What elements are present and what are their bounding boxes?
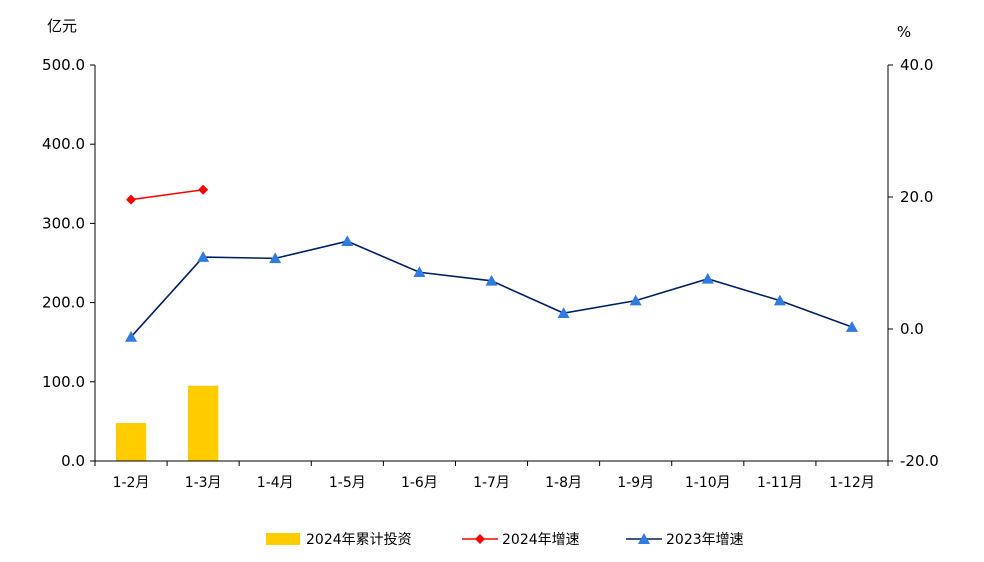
series-line [130, 188, 204, 201]
bar [115, 422, 147, 461]
right-tick-label: 40.0 [900, 56, 933, 74]
legend: 2024年累计投资 2024年增速 2023年增速 [266, 532, 744, 548]
bar [187, 385, 219, 461]
legend-marker [475, 534, 485, 544]
x-tick-label: 1-2月 [113, 475, 150, 491]
series-line [130, 240, 853, 338]
axes: 0.0 100.0 200.0 300.0 400.0 500.0 -20.0 0.0 20.0… [42, 56, 939, 491]
legend-marker [638, 533, 650, 544]
left-tick-label: 200.0 [42, 294, 85, 312]
right-tick-label: 0.0 [900, 320, 924, 338]
left-axis-unit: 亿元 [47, 17, 77, 35]
point [269, 252, 282, 264]
legend-swatch [266, 533, 300, 545]
x-tick-label: 1-6月 [401, 475, 438, 491]
left-tick-label: 400.0 [42, 135, 85, 153]
point [341, 235, 354, 247]
legend-label: 2024年累计投资 [306, 532, 412, 548]
right-tick-label: -20.0 [900, 452, 939, 470]
x-tick-label: 1-11月 [757, 475, 803, 491]
left-tick-label: 0.0 [61, 452, 85, 470]
x-tick-label: 1-4月 [257, 475, 294, 491]
point [413, 266, 426, 278]
bar-series [115, 385, 219, 461]
left-tick-label: 300.0 [42, 214, 85, 232]
x-tick-label: 1-7月 [473, 475, 510, 491]
point [125, 330, 138, 342]
point [485, 274, 498, 286]
point [773, 294, 786, 306]
point [198, 184, 209, 195]
right-axis-unit: % [897, 23, 911, 41]
left-tick-label: 500.0 [42, 56, 85, 74]
legend-label: 2024年增速 [502, 532, 580, 548]
x-tick-label: 1-12月 [829, 475, 875, 491]
x-tick-label: 1-5月 [329, 475, 366, 491]
x-tick-label: 1-10月 [685, 475, 731, 491]
line-series [125, 184, 858, 342]
point [557, 307, 570, 318]
point [701, 272, 714, 284]
point [126, 194, 137, 205]
point [845, 321, 858, 332]
right-tick-label: 20.0 [900, 188, 933, 206]
x-tick-label: 1-3月 [185, 475, 222, 491]
legend-label: 2023年增速 [666, 532, 744, 548]
x-tick-label: 1-9月 [617, 475, 654, 491]
x-tick-label: 1-8月 [545, 475, 582, 491]
point [629, 294, 642, 306]
point [197, 251, 210, 262]
left-tick-label: 100.0 [42, 373, 85, 391]
